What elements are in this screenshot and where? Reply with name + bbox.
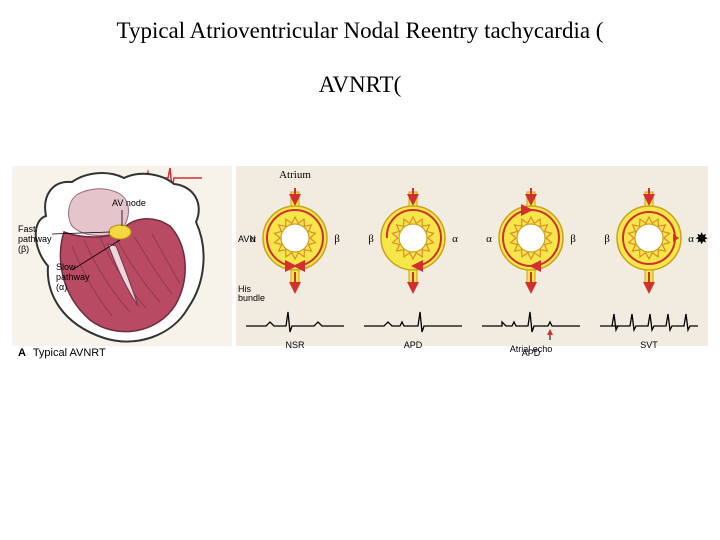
panel-bottom-label: APD	[522, 348, 541, 358]
avn-panel-3: αβAtrial echoAPD	[472, 160, 590, 360]
avn-hole	[517, 224, 545, 252]
avn-hole	[399, 224, 427, 252]
avn-side-label: AVN	[238, 234, 256, 244]
panel-bottom-label: SVT	[640, 340, 658, 350]
beta-label: α	[688, 233, 694, 245]
alpha-label: β	[604, 233, 610, 245]
beta-label: β	[570, 233, 576, 245]
title-line-1: Typical Atrioventricular Nodal Reentry t…	[0, 18, 720, 44]
avn-panel-2: β α APD	[354, 160, 472, 360]
alpha-label: β	[368, 233, 374, 245]
av-node-icon	[109, 225, 131, 239]
panel-bottom-label: APD	[404, 340, 423, 350]
heart-svg: AV node Fast pathway (β) Slow pathway (α…	[12, 160, 232, 360]
avn-hole	[635, 224, 663, 252]
beta-label: β	[334, 233, 340, 245]
avn-hole	[281, 224, 309, 252]
alpha-label: α	[486, 233, 492, 245]
beta-label: α	[452, 233, 458, 245]
avn-svg-2: β α APD	[354, 160, 472, 360]
heart-caption: A Typical AVNRT	[18, 347, 106, 359]
avn-panel-4: β α✸ SVT	[590, 160, 708, 360]
panel-bottom-label: NSR	[285, 340, 305, 350]
figure-area: AV node Fast pathway (β) Slow pathway (α…	[12, 160, 708, 360]
av-node-label: AV node	[112, 198, 146, 208]
avn-svg-3: αβAtrial echoAPD	[472, 160, 590, 360]
avn-svg-1: AtriumαβAVNHisbundleNSR	[236, 160, 354, 360]
title-line-2: AVNRT(	[0, 72, 720, 98]
avn-svg-4: β α✸ SVT	[590, 160, 708, 360]
avn-panel-1: AtriumαβAVNHisbundleNSR	[236, 160, 354, 360]
heart-panel: AV node Fast pathway (β) Slow pathway (α…	[12, 160, 232, 360]
spark-icon: ✸	[695, 231, 708, 248]
atrium-label: Atrium	[279, 169, 311, 181]
